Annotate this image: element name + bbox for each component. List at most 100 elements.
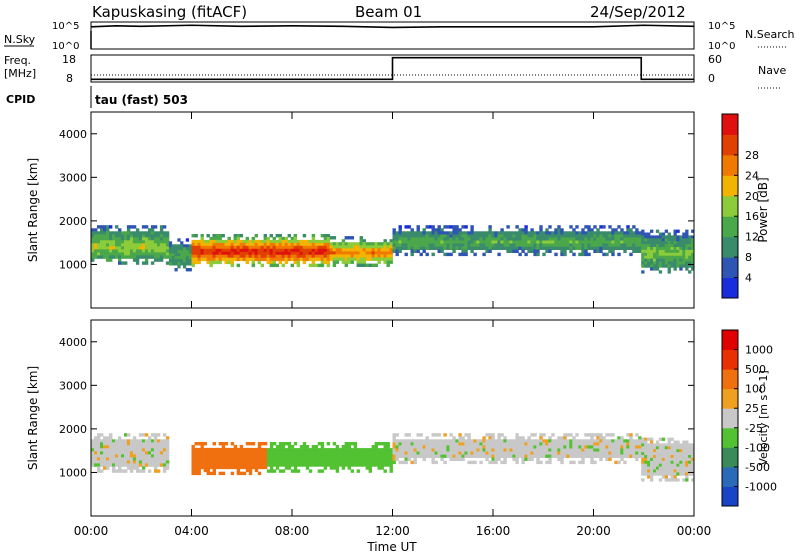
velocity-cell-0: [129, 454, 134, 458]
velocity-cell-0: [106, 460, 110, 464]
power-cell-2: [200, 248, 204, 253]
power-cell-4: [623, 249, 627, 253]
velocity-cell-4: [685, 443, 689, 447]
power-cell-4: [638, 231, 642, 235]
power-cell-1: [177, 238, 181, 242]
velocity-cell-2: [320, 469, 325, 473]
power-cell-5: [664, 238, 668, 242]
power-cell-4: [581, 234, 585, 238]
power-cell-4: [605, 231, 609, 235]
power-cell-0: [147, 231, 152, 235]
velocity-cell-1: [245, 442, 250, 446]
power-cell-4: [611, 249, 615, 253]
power-cell-2: [230, 257, 234, 262]
power-cell-4: [593, 246, 597, 250]
power-cell-4: [521, 231, 525, 235]
power-cell-4: [476, 231, 480, 235]
velocity-cell-2: [344, 460, 348, 464]
velocity-cell-3: [458, 436, 462, 440]
power-cell-2: [278, 234, 282, 238]
velocity-cell-0: [144, 460, 149, 464]
power-cell-5: [685, 252, 689, 257]
velocity-cell-4: [650, 437, 654, 441]
power-cell-5: [650, 247, 654, 251]
power-cell-4: [485, 234, 489, 238]
power-cell-2: [251, 260, 255, 265]
power-cell-5: [676, 249, 680, 254]
velocity-cell-3: [395, 448, 399, 452]
power-cell-2: [203, 257, 207, 262]
power-cell-5: [641, 270, 645, 274]
velocity-cell-2: [302, 445, 307, 449]
velocity-cell-3: [536, 445, 540, 449]
power-cell-4: [467, 237, 471, 241]
velocity-cell-0: [132, 439, 137, 443]
power-cell-2: [299, 257, 303, 262]
power-cell-3: [386, 242, 390, 246]
velocity-cell-2: [350, 442, 354, 446]
power-cell-5: [641, 241, 645, 245]
power-cell-2: [236, 234, 240, 238]
power-cell-3: [335, 242, 340, 246]
velocity-cell-0: [115, 469, 119, 473]
velocity-cell-4: [650, 455, 654, 459]
power-cell-4: [539, 246, 543, 250]
power-cell-5: [679, 249, 683, 254]
power-cell-3: [389, 260, 393, 264]
velocity-cell-4: [661, 449, 666, 453]
power-cell-2: [275, 263, 279, 268]
velocity-cell-3: [572, 445, 576, 449]
power-cell-4: [446, 243, 450, 247]
velocity-cell-3: [545, 448, 549, 452]
power-cell-0: [129, 252, 134, 256]
velocity-cell-3: [635, 448, 639, 452]
power-cell-2: [197, 245, 201, 250]
power-cell-3: [356, 248, 360, 252]
power-cell-4: [572, 228, 576, 232]
velocity-cell-3: [572, 460, 576, 465]
velocity-cell-2: [305, 463, 310, 467]
power-cell-2: [320, 239, 325, 244]
power-cell-4: [584, 243, 588, 247]
velocity-cell-4: [670, 455, 674, 459]
velocity-cell-2: [383, 460, 387, 464]
velocity-cell-3: [587, 433, 591, 437]
power-cell-2: [287, 254, 291, 259]
power-cell-5: [673, 255, 677, 259]
velocity-cell-3: [620, 442, 624, 446]
power-cell-0: [165, 246, 170, 250]
velocity-cell-3: [431, 439, 435, 443]
velocity-cell-4: [670, 478, 674, 482]
power-cell-2: [281, 251, 285, 256]
velocity-cell-4: [655, 466, 660, 470]
velocity-cell-2: [380, 451, 384, 455]
velocity-cell-3: [449, 457, 453, 461]
power-cell-4: [398, 246, 402, 250]
velocity-cell-2: [380, 460, 384, 464]
power-cell-2: [254, 257, 258, 262]
power-cell-3: [332, 260, 337, 264]
power-cell-5: [679, 241, 683, 245]
velocity-cell-4: [641, 455, 645, 459]
velocity-cell-3: [518, 451, 522, 455]
power-cell-3: [386, 251, 390, 255]
velocity-cell-4: [664, 475, 668, 479]
power-cell-2: [275, 242, 279, 247]
velocity-cell-0: [109, 457, 113, 461]
velocity-cell-4: [658, 449, 663, 453]
power-colorbar-swatch: [722, 154, 738, 176]
velocity-cell-0: [135, 460, 140, 464]
power-cell-1: [177, 265, 181, 269]
power-cell-3: [350, 245, 354, 249]
power-cell-4: [560, 237, 564, 241]
velocity-cell-0: [138, 451, 143, 455]
velocity-cell-4: [664, 463, 668, 467]
velocity-cell-3: [611, 451, 615, 455]
power-cell-4: [587, 234, 591, 238]
power-cell-2: [263, 254, 267, 259]
velocity-cell-0: [165, 442, 170, 446]
power-cell-0: [103, 225, 107, 229]
power-cell-4: [530, 237, 534, 241]
power-cell-0: [97, 231, 101, 235]
power-cell-3: [362, 257, 366, 261]
